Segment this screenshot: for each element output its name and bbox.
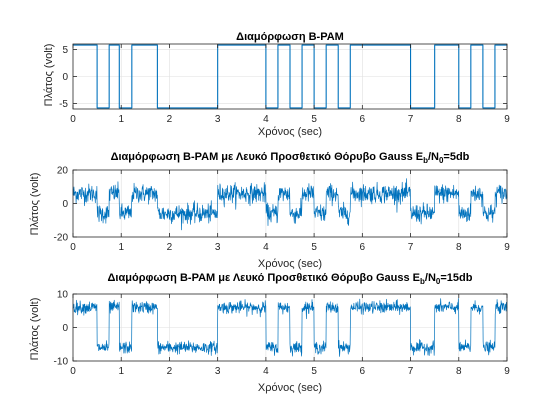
x-tick-label: 6 [360,366,366,377]
x-tick-label: 8 [456,114,462,125]
subplot-2-ylabel: Πλάτος (volt) [29,173,41,236]
x-tick-label: 7 [408,242,414,253]
subplot-1-title: Διαμόρφωση B-PAM [236,31,344,43]
subplot-2: Διαμόρφωση B-PAM με Λευκό Προσθετικό Θόρ… [29,151,510,270]
y-tick-label: 0 [62,199,68,210]
subplot-1-ylabel: Πλάτος (volt) [43,44,55,107]
subplot-2-series-0 [72,178,508,231]
x-tick-label: 2 [167,114,173,125]
x-tick-label: 4 [263,114,269,125]
subplot-1-xlabel: Χρόνος (sec) [258,126,322,138]
x-tick-label: 7 [408,114,414,125]
subplot-1: Διαμόρφωση B-PAM Χρόνος (sec) Πλάτος (vo… [43,31,510,138]
x-tick-label: 0 [70,242,76,253]
x-tick-label: 1 [118,114,124,125]
y-tick-label: -20 [54,233,69,244]
x-tick-label: 2 [167,366,173,377]
y-tick-label: 20 [57,166,69,177]
subplot-1-series-0 [73,44,507,109]
y-tick-label: 0 [62,323,68,334]
x-tick-label: 4 [263,366,269,377]
subplot-3-title-part-1: /N [425,272,436,284]
x-tick-label: 3 [215,366,221,377]
y-tick-label: -10 [54,357,69,368]
y-tick-label: -5 [59,99,68,110]
x-tick-label: 0 [70,366,76,377]
subplot-3: Διαμόρφωση B-PAM με Λευκό Προσθετικό Θόρ… [29,272,510,394]
x-tick-label: 4 [263,242,269,253]
x-tick-label: 8 [456,366,462,377]
x-tick-label: 9 [504,366,510,377]
x-tick-label: 9 [504,114,510,125]
x-tick-label: 6 [360,242,366,253]
x-tick-label: 5 [311,242,317,253]
subplot-3-ylabel: Πλάτος (volt) [29,298,41,361]
subplot-3-title: Διαμόρφωση B-PAM με Λευκό Προσθετικό Θόρ… [108,272,473,286]
x-tick-label: 7 [408,366,414,377]
subplot-3-title-part-3: =15db [440,272,472,284]
x-tick-label: 5 [311,366,317,377]
subplot-3-xlabel: Χρόνος (sec) [258,382,322,394]
x-tick-label: 0 [70,114,76,125]
subplot-2-title-part-3: =5db [443,151,469,163]
y-tick-label: 5 [62,45,68,56]
x-tick-label: 5 [311,114,317,125]
x-tick-label: 9 [504,242,510,253]
x-tick-label: 8 [456,242,462,253]
subplot-2-title-part-1: /N [428,151,439,163]
subplot-2-title-part-2: 0 [439,156,444,165]
subplot-3-series-0 [72,298,508,357]
y-tick-label: 10 [57,290,69,301]
subplot-2-title-part-0: b [423,156,428,165]
x-tick-label: 6 [360,114,366,125]
subplot-2-title: Διαμόρφωση B-PAM με Λευκό Προσθετικό Θόρ… [111,151,470,165]
subplot-3-title-part-0: b [420,277,425,286]
x-tick-label: 1 [118,366,124,377]
x-tick-label: 1 [118,242,124,253]
x-tick-label: 3 [215,114,221,125]
subplot-2-xlabel: Χρόνος (sec) [258,258,322,270]
x-tick-label: 3 [215,242,221,253]
y-tick-label: 0 [62,72,68,83]
subplot-3-title-part-2: 0 [436,277,441,286]
x-tick-label: 2 [167,242,173,253]
